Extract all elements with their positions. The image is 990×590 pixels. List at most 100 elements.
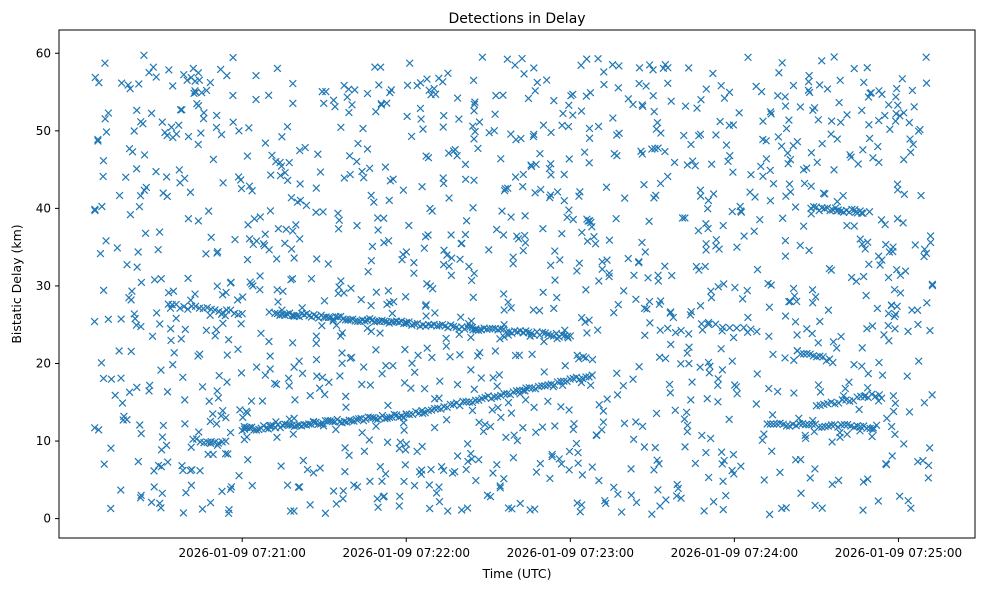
detection-point bbox=[656, 326, 665, 334]
detection-point bbox=[470, 100, 479, 109]
detection-point bbox=[191, 302, 200, 311]
y-tick-label: 50 bbox=[36, 124, 51, 138]
detection-point bbox=[588, 222, 596, 231]
detection-point bbox=[235, 471, 243, 480]
detection-point bbox=[479, 427, 488, 436]
detection-point bbox=[111, 391, 120, 400]
detection-point bbox=[405, 59, 414, 67]
detection-point bbox=[126, 84, 134, 93]
detection-point bbox=[893, 101, 902, 110]
detection-point bbox=[874, 116, 883, 125]
detection-point bbox=[318, 321, 326, 330]
detection-point bbox=[255, 425, 263, 434]
detection-point bbox=[381, 470, 390, 478]
chart-title: Detections in Delay bbox=[448, 11, 585, 27]
detection-point bbox=[448, 469, 457, 477]
detection-point bbox=[299, 456, 308, 465]
detection-point bbox=[168, 360, 177, 369]
detection-point bbox=[624, 95, 633, 103]
detection-point bbox=[447, 254, 456, 262]
detection-point bbox=[206, 78, 215, 87]
detection-point bbox=[703, 394, 712, 403]
detection-point bbox=[595, 400, 604, 409]
detection-point bbox=[376, 329, 384, 337]
detection-point bbox=[104, 315, 113, 324]
detection-point bbox=[162, 173, 171, 181]
detection-point bbox=[582, 373, 590, 381]
detection-point bbox=[646, 319, 654, 327]
detection-point bbox=[128, 147, 137, 156]
detection-point bbox=[425, 481, 434, 489]
detection-point bbox=[863, 324, 871, 333]
detection-point bbox=[186, 466, 195, 475]
detection-point bbox=[818, 139, 826, 148]
detection-point bbox=[217, 130, 226, 139]
detection-point bbox=[428, 353, 436, 362]
detection-point bbox=[203, 303, 212, 312]
detection-point bbox=[471, 476, 480, 485]
detection-point bbox=[190, 89, 198, 98]
detection-point bbox=[461, 230, 470, 239]
detection-point bbox=[290, 507, 298, 515]
detection-point bbox=[422, 312, 430, 320]
detection-point bbox=[785, 297, 793, 306]
detection-point bbox=[117, 315, 125, 323]
detection-point bbox=[766, 108, 775, 116]
detection-point bbox=[583, 329, 591, 337]
detection-point bbox=[435, 483, 443, 491]
detection-point bbox=[325, 378, 333, 387]
detection-point bbox=[565, 447, 574, 456]
detection-point bbox=[878, 371, 887, 379]
detection-point bbox=[258, 397, 267, 405]
detection-point bbox=[422, 152, 430, 160]
detection-point bbox=[536, 149, 544, 158]
detection-point bbox=[469, 76, 478, 85]
detection-point bbox=[624, 254, 633, 263]
detection-point bbox=[718, 460, 727, 468]
detection-point bbox=[401, 345, 409, 354]
detection-point bbox=[903, 372, 912, 380]
detection-point bbox=[687, 140, 695, 149]
detection-point bbox=[882, 414, 891, 423]
detection-point bbox=[94, 135, 102, 144]
detection-point bbox=[340, 81, 348, 90]
detection-point bbox=[283, 310, 291, 318]
detection-point bbox=[718, 366, 727, 374]
detection-point bbox=[137, 278, 146, 287]
detection-point bbox=[863, 238, 872, 247]
detection-point bbox=[738, 295, 747, 303]
detection-point bbox=[925, 444, 934, 452]
detection-point bbox=[374, 503, 382, 512]
detection-point bbox=[410, 258, 418, 267]
detection-point bbox=[498, 207, 506, 215]
detection-point bbox=[192, 99, 201, 108]
detection-point bbox=[363, 89, 372, 98]
detection-point bbox=[440, 246, 448, 255]
detection-point bbox=[194, 352, 202, 360]
detection-point bbox=[923, 298, 931, 307]
detection-point bbox=[654, 486, 662, 494]
detection-point bbox=[339, 487, 348, 495]
detection-point bbox=[928, 391, 936, 399]
detection-point bbox=[346, 354, 355, 362]
detection-point bbox=[893, 180, 902, 189]
detection-point bbox=[337, 277, 345, 285]
detection-point bbox=[107, 444, 115, 453]
detection-point bbox=[403, 112, 411, 121]
detection-point bbox=[823, 85, 832, 93]
x-axis: 2026-01-09 07:21:00 2026-01-09 07:22:00 20… bbox=[178, 538, 962, 560]
detection-point bbox=[629, 375, 637, 384]
detection-point bbox=[599, 407, 608, 415]
detection-point bbox=[369, 198, 378, 207]
detection-point bbox=[335, 283, 343, 291]
detection-point bbox=[94, 426, 103, 434]
detection-point bbox=[529, 306, 538, 314]
detection-point bbox=[816, 388, 825, 396]
scatter-points bbox=[90, 51, 937, 519]
detection-point bbox=[801, 431, 810, 440]
detection-point bbox=[213, 387, 222, 395]
detection-point bbox=[737, 462, 745, 471]
detection-point bbox=[665, 380, 674, 389]
detection-point bbox=[499, 290, 508, 298]
detection-point bbox=[865, 120, 873, 129]
